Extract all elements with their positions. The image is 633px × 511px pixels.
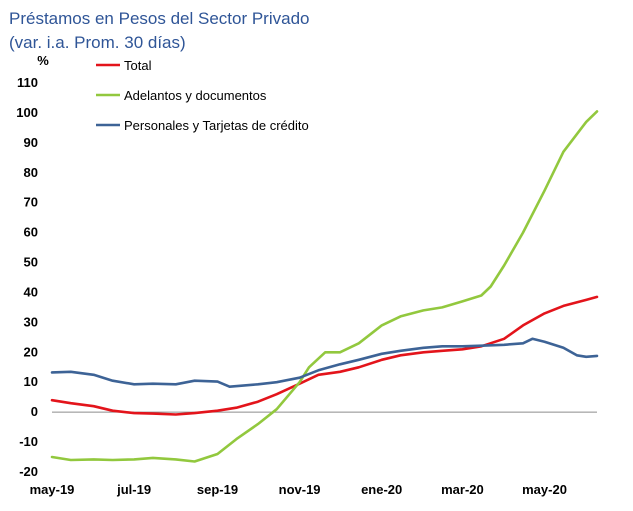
y-tick-label: 30 — [24, 314, 38, 329]
x-tick-label: nov-19 — [279, 482, 321, 497]
series-line-adelantos-y-documentos — [50, 110, 599, 463]
x-tick-label: may-20 — [522, 482, 567, 497]
y-tick-label: 50 — [24, 255, 38, 270]
axes: -20 -10 0 10 20 30 40 50 60 70 80 90 100 110 may-19 jul… — [16, 75, 597, 497]
y-tick-label: 20 — [24, 344, 38, 359]
series-line-personales-y-tarjetas-de-credito — [50, 337, 599, 388]
chart-subtitle: (var. i.a. Prom. 30 días) — [9, 33, 186, 52]
series-lines — [50, 110, 599, 463]
y-tick-label: -10 — [19, 434, 38, 449]
chart-title: Préstamos en Pesos del Sector Privado — [9, 9, 310, 28]
y-tick-label: 100 — [16, 105, 38, 120]
x-tick-label: jul-19 — [116, 482, 151, 497]
y-tick-label: 10 — [24, 374, 38, 389]
legend: Total Adelantos y documentos Personales y … — [96, 58, 309, 133]
y-tick-label: 60 — [24, 225, 38, 240]
y-tick-label: 0 — [31, 404, 38, 419]
legend-label-total: Total — [124, 58, 152, 73]
x-tick-label: ene-20 — [361, 482, 402, 497]
y-axis-unit-label: % — [37, 53, 49, 68]
y-tick-label: 80 — [24, 165, 38, 180]
legend-label-adelantos-y-documentos: Adelantos y documentos — [124, 88, 267, 103]
series-line-total — [50, 295, 599, 416]
y-tick-label: 40 — [24, 284, 38, 299]
y-tick-label: 110 — [17, 75, 38, 90]
y-tick-label: 90 — [24, 135, 38, 150]
y-tick-label: 70 — [24, 195, 38, 210]
x-tick-label: may-19 — [30, 482, 75, 497]
legend-label-personales-y-tarjetas-de-credito: Personales y Tarjetas de crédito — [124, 118, 309, 133]
x-tick-label: sep-19 — [197, 482, 238, 497]
x-tick-label: mar-20 — [441, 482, 484, 497]
y-tick-label: -20 — [19, 464, 38, 479]
